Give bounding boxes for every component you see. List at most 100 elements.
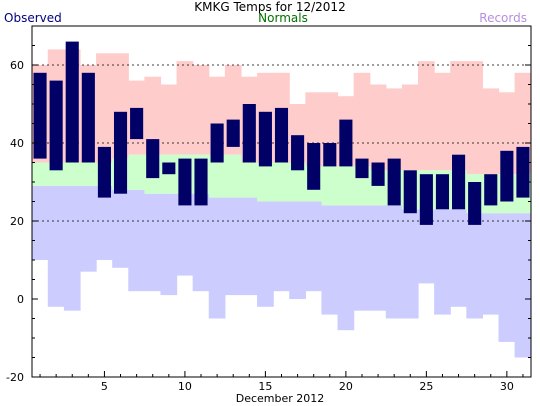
record-low-band-day-9	[160, 193, 178, 296]
observed-bar-day-2	[49, 80, 63, 171]
record-low-band-day-18	[305, 201, 323, 292]
observed-bar-day-22	[371, 162, 385, 186]
record-low-band-day-26	[434, 209, 451, 315]
observed-bar-day-31	[516, 146, 530, 198]
x-tick-label-5: 5	[101, 380, 108, 393]
normal-band-day-12	[208, 154, 226, 198]
record-high-band-day-8	[144, 76, 162, 155]
record-high-band-day-27	[450, 61, 467, 171]
observed-bar-day-15	[258, 111, 272, 167]
record-low-band-day-8	[144, 193, 162, 292]
record-low-band-day-7	[128, 189, 145, 292]
record-low-band-day-1	[31, 185, 49, 260]
record-low-band-day-21	[353, 205, 371, 311]
x-tick-label-30: 30	[500, 380, 514, 393]
chart-title: KMKG Temps for 12/2012	[194, 0, 345, 14]
observed-bar-day-8	[146, 139, 160, 179]
records-legend-label: Records	[479, 11, 527, 25]
x-tick-label-10: 10	[178, 380, 192, 393]
tick-labels: 5 10 15 20 25 30 -20 0 20 40 60	[6, 59, 514, 393]
record-low-band-day-28	[466, 213, 484, 319]
observed-bar-day-6	[113, 111, 128, 194]
record-high-band-day-10	[176, 61, 194, 155]
record-low-band-day-6	[112, 189, 129, 268]
observed-bar-day-11	[194, 158, 208, 206]
normals-legend-label: Normals	[258, 11, 308, 25]
observed-bar-day-13	[226, 119, 240, 147]
record-high-band-day-24	[401, 84, 419, 171]
x-axis-label: December 2012	[236, 392, 325, 405]
record-high-band-day-9	[160, 84, 178, 155]
observed-bar-day-25	[419, 174, 433, 225]
record-low-band-day-25	[418, 209, 435, 284]
record-high-band-day-21	[353, 72, 371, 167]
record-low-band-day-15	[257, 201, 274, 307]
record-low-band-day-3	[63, 185, 81, 311]
record-high-band-day-28	[466, 61, 484, 175]
normal-band-day-20	[337, 166, 355, 206]
axes	[31, 25, 532, 378]
observed-bar-day-19	[323, 143, 337, 167]
record-low-band-day-11	[192, 193, 210, 292]
normal-band-day-1	[31, 162, 49, 186]
observed-bar-day-7	[130, 107, 144, 140]
record-low-band-day-24	[401, 209, 419, 319]
observed-bar-day-29	[484, 174, 498, 206]
y-tick-label-60: 60	[10, 59, 24, 72]
normal-band-day-14	[240, 162, 258, 198]
observed-bar-day-16	[274, 107, 289, 163]
record-low-band-day-30	[498, 213, 516, 342]
x-tick-label-20: 20	[339, 380, 353, 393]
record-low-band-day-4	[79, 185, 97, 272]
record-low-band-day-19	[321, 205, 339, 315]
observed-bar-day-10	[178, 158, 192, 206]
normal-band-day-15	[257, 162, 274, 202]
normal-band-day-7	[128, 154, 145, 190]
record-high-band-day-29	[482, 88, 500, 175]
normal-band-day-4	[79, 162, 97, 186]
record-low-band-day-16	[273, 201, 290, 292]
y-tick-label-40: 40	[10, 137, 24, 150]
record-low-band-day-23	[385, 205, 403, 319]
record-low-band-day-14	[240, 197, 258, 296]
observed-bar-day-28	[468, 182, 482, 225]
observed-bar-day-26	[435, 174, 450, 210]
observed-bar-day-1	[33, 72, 47, 159]
record-low-band-day-10	[176, 193, 194, 276]
observed-bar-day-4	[81, 72, 95, 163]
observed-bar-day-23	[387, 158, 401, 206]
normal-band-day-19	[321, 166, 339, 206]
normal-band-day-13	[224, 154, 242, 198]
record-high-band-day-22	[369, 84, 387, 171]
record-high-band-day-25	[418, 61, 435, 171]
record-low-band-day-12	[208, 197, 226, 319]
observed-bar-day-18	[307, 143, 321, 190]
x-tick-label-25: 25	[419, 380, 433, 393]
observed-bar-day-20	[339, 119, 353, 167]
observed-bar-day-21	[355, 158, 369, 179]
observed-bar-day-24	[403, 170, 417, 214]
observed-bar-day-17	[291, 135, 305, 171]
record-high-band-day-5	[96, 53, 113, 163]
y-tick-label-20: 20	[10, 215, 24, 228]
record-high-band-day-26	[434, 72, 451, 171]
x-tick-label-15: 15	[258, 380, 272, 393]
observed-bar-day-12	[210, 123, 224, 163]
normal-band-day-3	[63, 162, 81, 186]
observed-bar-day-14	[242, 104, 256, 163]
observed-bar-day-27	[452, 154, 466, 210]
normal-band-day-16	[273, 162, 290, 202]
observed-bar-day-9	[162, 162, 176, 175]
record-low-band-day-20	[337, 205, 355, 331]
record-high-band-day-11	[192, 65, 210, 155]
record-low-band-day-5	[96, 185, 113, 260]
observed-bar-day-5	[97, 146, 111, 198]
observed-bar-day-30	[500, 150, 514, 202]
record-low-band-day-31	[514, 213, 532, 358]
record-low-band-day-29	[482, 213, 500, 315]
y-tick-label-0: 0	[17, 293, 24, 306]
record-low-band-day-13	[224, 197, 242, 296]
record-low-band-day-2	[47, 185, 65, 307]
record-low-band-day-27	[450, 209, 467, 307]
